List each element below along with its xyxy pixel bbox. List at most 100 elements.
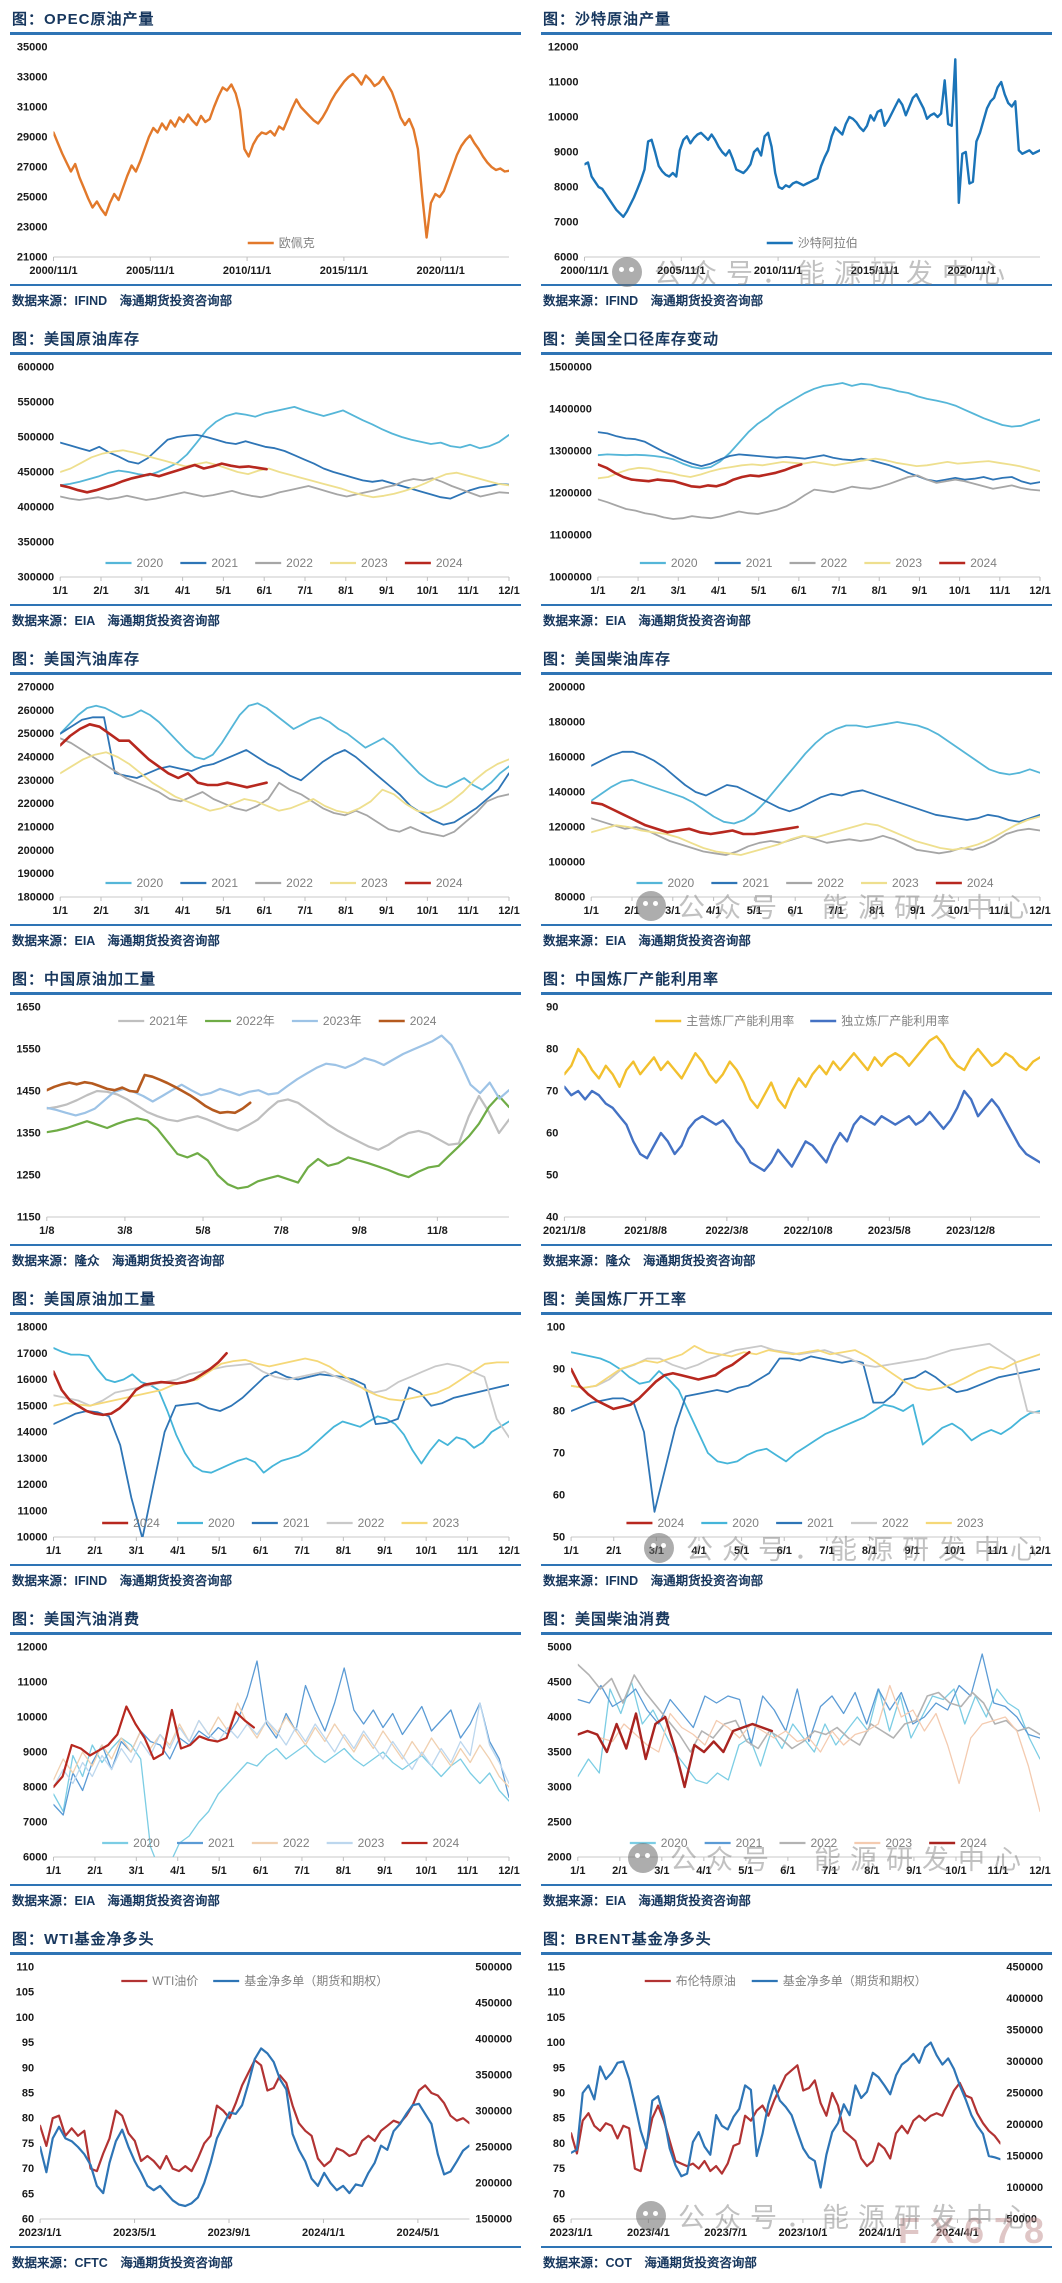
x-axis-label: 1/8 bbox=[39, 1225, 54, 1237]
x-axis-label: 11/8 bbox=[427, 1225, 448, 1237]
y-axis-label: 70 bbox=[553, 2188, 565, 2200]
legend-label: 2020 bbox=[133, 1836, 160, 1850]
x-axis-label: 2024/4/1 bbox=[936, 2227, 979, 2239]
x-axis-label: 4/1 bbox=[175, 585, 190, 597]
x-axis-label: 2023/1/1 bbox=[550, 2227, 593, 2239]
data-source: 数据来源：EIA 海通期货投资咨询部 bbox=[10, 1884, 521, 1909]
x-axis-label: 2024/1/1 bbox=[859, 2227, 902, 2239]
chart-canvas: 35000 33000 31000 29000 27000 25000 23000 21000… bbox=[17, 42, 509, 277]
legend-label: 2021 bbox=[807, 1516, 834, 1530]
data-source: 数据来源：EIA 海通期货投资咨询部 bbox=[541, 924, 1052, 949]
chart-plot-area: 1650 1550 1450 1350 1250 1150 1/8 3/8 5/8 7/8 9/8 1… bbox=[10, 997, 521, 1243]
x-axis-label: 7/8 bbox=[273, 1225, 288, 1237]
x-axis-label: 2010/11/1 bbox=[223, 265, 271, 277]
series-line-2024 bbox=[591, 801, 799, 836]
y-axis-label: 500000 bbox=[17, 432, 54, 444]
legend-label: 2020 bbox=[137, 876, 164, 890]
legend-label: 2020 bbox=[137, 556, 164, 570]
x-axis-label: 2022/3/8 bbox=[705, 1225, 748, 1237]
x-axis-label: 3/1 bbox=[134, 585, 149, 597]
y-axis-label-right: 50000 bbox=[1006, 2214, 1037, 2226]
x-axis-label: 8/1 bbox=[336, 1865, 351, 1877]
x-axis-label: 4/1 bbox=[706, 905, 721, 917]
x-axis-label: 7/1 bbox=[828, 905, 843, 917]
chart-card-us-gasoline-demand: 图：美国汽油消费 12000 11000 10000 9000 8000 7000 6000 1… bbox=[0, 1600, 531, 1920]
series-line-2023 bbox=[571, 1344, 1040, 1391]
series-line-布伦特原油 bbox=[571, 2064, 1001, 2175]
legend-label: 2023 bbox=[358, 1836, 385, 1850]
chart-plot-area: 5000 4500 4000 3500 3000 2500 2000 1/1 2/1 3/1 4/1… bbox=[541, 1637, 1052, 1883]
x-axis-label: 4/1 bbox=[696, 1865, 711, 1877]
chart-plot-area: 35000 33000 31000 29000 27000 25000 23000 21000… bbox=[10, 37, 521, 283]
chart-canvas: 18000 17000 16000 15000 14000 13000 12000 11000… bbox=[17, 1322, 520, 1558]
x-axis-label: 1/1 bbox=[563, 1545, 578, 1557]
series-line-2020 bbox=[571, 1351, 1040, 1465]
y-axis-label: 60 bbox=[546, 1128, 558, 1140]
x-axis-label: 1/1 bbox=[53, 585, 68, 597]
x-axis-label: 5/1 bbox=[211, 1865, 226, 1877]
x-axis-label: 5/1 bbox=[216, 585, 231, 597]
y-axis-label: 27000 bbox=[17, 162, 48, 174]
y-axis-label: 7000 bbox=[554, 217, 578, 229]
y-axis-label: 70 bbox=[22, 2163, 34, 2175]
x-axis-label: 10/1 bbox=[948, 905, 969, 917]
y-axis-label: 5000 bbox=[547, 1642, 571, 1654]
y-axis-label: 7000 bbox=[23, 1817, 47, 1829]
y-axis-label: 50 bbox=[546, 1170, 558, 1182]
y-axis-label: 85 bbox=[22, 2088, 34, 2100]
legend-label: 2022 bbox=[810, 1836, 837, 1850]
x-axis-label: 2010/11/1 bbox=[754, 265, 802, 277]
x-axis-label: 2023/9/1 bbox=[208, 2227, 251, 2239]
x-axis-label: 9/1 bbox=[912, 585, 927, 597]
x-axis-label: 3/1 bbox=[129, 1865, 144, 1877]
x-axis-label: 5/1 bbox=[751, 585, 766, 597]
series-line-2021 bbox=[577, 1653, 1041, 1746]
series-line-2021 bbox=[60, 434, 509, 500]
legend-label: 2023 bbox=[433, 1516, 460, 1530]
y-axis-label: 1250 bbox=[16, 1170, 40, 1182]
legend-label: 2022 bbox=[286, 556, 313, 570]
series-line-2024 bbox=[46, 1073, 252, 1115]
y-axis-label-right: 200000 bbox=[1006, 2119, 1043, 2131]
y-axis-label: 1000000 bbox=[549, 572, 592, 584]
chart-plot-area: 270000 260000 250000 240000 230000 220000 2100… bbox=[10, 677, 521, 923]
legend-label: 2023 bbox=[895, 556, 922, 570]
y-axis-label: 6000 bbox=[554, 252, 578, 264]
y-axis-label: 17000 bbox=[17, 1348, 48, 1360]
x-axis-label: 1/1 bbox=[570, 1865, 585, 1877]
x-axis-label: 2005/11/1 bbox=[126, 265, 174, 277]
legend-label: 主营炼厂产能利用率 bbox=[686, 1013, 794, 1028]
data-source: 数据来源：隆众 海通期货投资咨询部 bbox=[10, 1244, 521, 1269]
y-axis-label: 190000 bbox=[17, 868, 54, 880]
y-axis-label-right: 250000 bbox=[475, 2142, 512, 2154]
y-axis-label: 60 bbox=[22, 2214, 34, 2226]
chart-canvas: 1500000 1400000 1300000 1200000 1100000 10000… bbox=[549, 362, 1051, 598]
chart-card-us-diesel-stock: 图：美国柴油库存 200000 180000 160000 140000 120000 10… bbox=[531, 640, 1062, 960]
x-axis-label: 2023/12/8 bbox=[946, 1225, 995, 1237]
y-axis-label-right: 500000 bbox=[475, 1962, 512, 1974]
y-axis-label-right: 100000 bbox=[1006, 2182, 1043, 2194]
series-line-2023年 bbox=[46, 1034, 510, 1117]
chart-canvas: 100 90 80 70 60 501/1 2/1 3/1 4/1 5/1 6/1 7/1 8/1 9/1… bbox=[547, 1322, 1051, 1558]
x-axis-label: 11/1 bbox=[987, 1545, 1008, 1557]
legend-label: 2023 bbox=[361, 876, 388, 890]
y-axis-label: 120000 bbox=[548, 822, 585, 834]
x-axis-label: 7/1 bbox=[831, 585, 846, 597]
y-axis-label: 3500 bbox=[547, 1747, 571, 1759]
y-axis-label: 105 bbox=[547, 2012, 565, 2024]
y-axis-label: 11000 bbox=[18, 1505, 48, 1517]
y-axis-label: 6000 bbox=[23, 1852, 47, 1864]
y-axis-label: 90 bbox=[546, 1002, 558, 1014]
x-axis-label: 3/1 bbox=[671, 585, 686, 597]
x-axis-label: 6/1 bbox=[788, 905, 803, 917]
data-source: 数据来源：IFIND 海通期货投资咨询部 bbox=[10, 1564, 521, 1589]
x-axis-label: 8/1 bbox=[872, 585, 887, 597]
y-axis-label-right: 250000 bbox=[1006, 2088, 1043, 2100]
y-axis-label: 1650 bbox=[16, 1002, 40, 1014]
chart-card-saudi-output: 图：沙特原油产量 12000 11000 10000 9000 8000 7000 6000 2… bbox=[531, 0, 1062, 320]
legend-label: 2021 bbox=[211, 556, 238, 570]
x-axis-label: 7/1 bbox=[294, 1865, 309, 1877]
chart-canvas: 115 110 105 100 95 90 85 80 75 70 65 450000 400000 35… bbox=[547, 1962, 1043, 2240]
